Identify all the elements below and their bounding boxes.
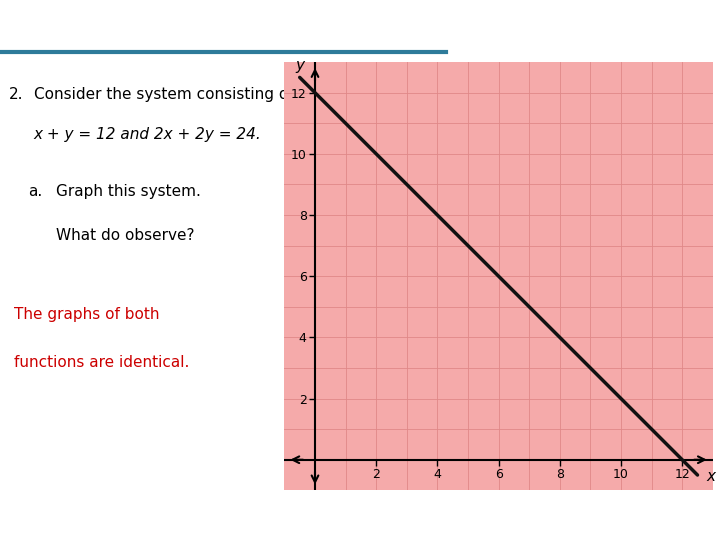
Text: Pathways Algebra II: Pathways Algebra II [9, 15, 274, 39]
Text: 94: 94 [670, 511, 687, 525]
Text: What do observe?: What do observe? [56, 228, 194, 243]
Text: Graph this system.: Graph this system. [56, 184, 201, 199]
Text: 2.: 2. [9, 87, 23, 103]
Text: © 2017 CARLSON & O'BRYAN: © 2017 CARLSON & O'BRYAN [258, 511, 462, 525]
Text: x: x [707, 469, 716, 484]
Text: The graphs of both: The graphs of both [14, 307, 160, 322]
Text: Inv 1.9: Inv 1.9 [576, 511, 624, 525]
Text: a.: a. [28, 184, 42, 199]
Text: y: y [295, 58, 304, 73]
Text: x + y = 12 and 2x + 2y = 24.: x + y = 12 and 2x + 2y = 24. [34, 127, 261, 142]
Text: functions are identical.: functions are identical. [14, 355, 189, 370]
Text: Consider the system consisting of: Consider the system consisting of [34, 87, 298, 103]
